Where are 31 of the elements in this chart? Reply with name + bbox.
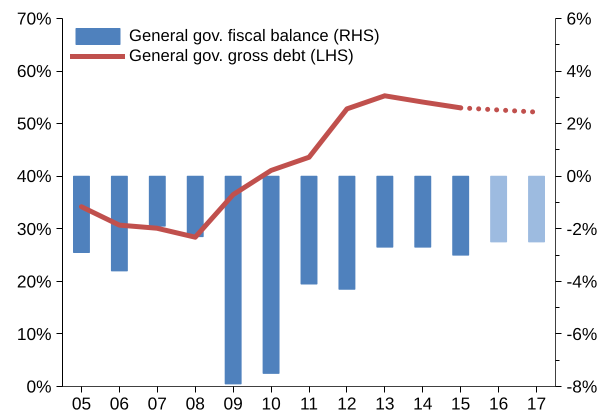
y2-tick-label: -4% <box>566 271 598 292</box>
x-tick-label: 14 <box>413 394 433 414</box>
y2-tick-label: 2% <box>566 114 592 134</box>
y2-tick-label: 6% <box>566 8 592 28</box>
y-tick-label: 10% <box>16 324 52 344</box>
x-tick-label: 08 <box>186 394 205 414</box>
x-tick-label: 09 <box>224 394 243 414</box>
y2-tick-label: -8% <box>566 376 598 396</box>
x-tick-label: 11 <box>300 394 318 414</box>
y-tick-label: 60% <box>16 61 52 82</box>
y-tick-label: 20% <box>16 271 52 292</box>
y-tick-label: 40% <box>16 166 52 186</box>
y2-tick-label: 0% <box>566 166 592 186</box>
x-tick-label: 12 <box>337 394 357 414</box>
x-tick-label: 15 <box>451 394 470 414</box>
x-tick-label: 07 <box>148 394 167 414</box>
y2-tick-label: 4% <box>566 61 592 82</box>
legend-label: General gov. gross debt (LHS) <box>129 46 354 66</box>
x-tick-label: 05 <box>72 394 92 414</box>
y-tick-label: 30% <box>16 218 52 239</box>
legend-label: General gov. fiscal balance (RHS) <box>129 26 380 46</box>
x-tick-label: 06 <box>110 394 130 414</box>
y-tick-label: 50% <box>16 114 52 134</box>
x-tick-label: 16 <box>488 394 508 414</box>
y2-tick-label: -2% <box>566 218 598 239</box>
y-tick-label: 70% <box>16 8 52 28</box>
y2-tick-label: -6% <box>566 324 598 344</box>
x-tick-label: 10 <box>261 394 281 414</box>
y-tick-label: 0% <box>26 376 52 396</box>
x-tick-label: 17 <box>526 394 546 414</box>
x-tick-label: 13 <box>375 394 394 414</box>
